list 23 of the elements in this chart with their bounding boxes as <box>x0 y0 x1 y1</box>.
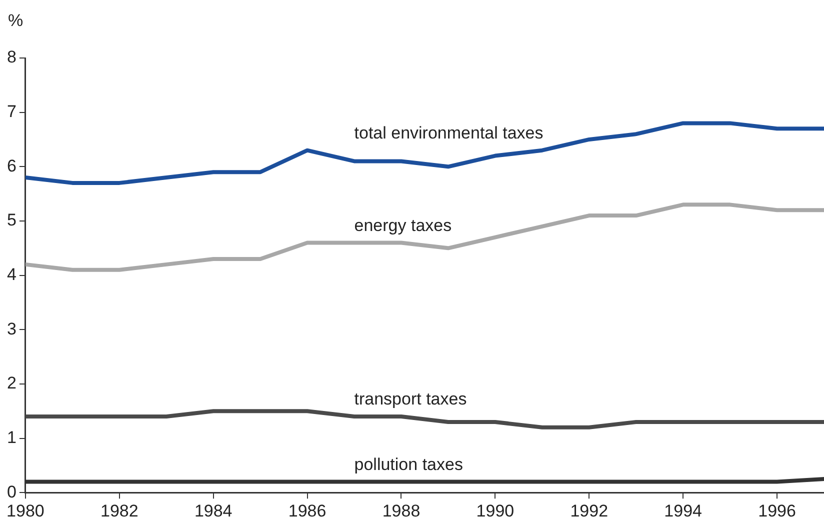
y-tick-label: 6 <box>6 156 16 176</box>
x-tick-label: 1996 <box>758 501 796 520</box>
x-tick-label: 1994 <box>664 501 702 520</box>
series-label: pollution taxes <box>354 454 463 474</box>
y-tick-label: 5 <box>6 210 16 230</box>
x-tick-label: 1990 <box>476 501 514 520</box>
x-tick-label: 1982 <box>100 501 138 520</box>
y-tick-label: 7 <box>6 102 16 122</box>
y-tick-label: 0 <box>6 482 16 502</box>
series-label: energy taxes <box>354 216 452 235</box>
y-tick-label: 8 <box>6 48 16 67</box>
series-label: total environmental taxes <box>354 124 544 143</box>
x-tick-label: 1988 <box>382 501 420 520</box>
y-tick-label: 1 <box>6 428 16 447</box>
series-label: transport taxes <box>354 390 467 409</box>
x-tick-label: 1986 <box>288 501 326 520</box>
y-axis-title: % <box>8 11 24 30</box>
y-tick-label: 3 <box>6 319 16 338</box>
y-tick-label: 4 <box>6 264 16 284</box>
x-tick-label: 1980 <box>6 501 44 520</box>
x-tick-label: 1992 <box>570 501 608 520</box>
y-tick-label: 2 <box>6 374 16 393</box>
x-tick-label: 1984 <box>194 501 232 520</box>
